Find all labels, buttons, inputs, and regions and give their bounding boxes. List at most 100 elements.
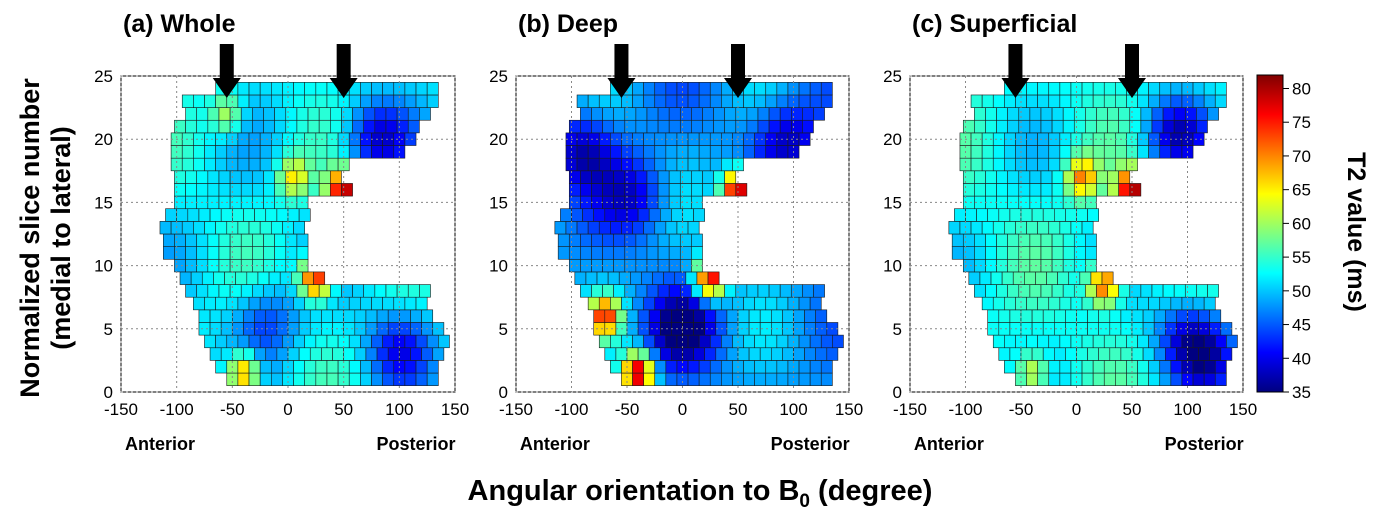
- heatmap-cell: [1079, 271, 1092, 285]
- heatmap-cell: [1037, 94, 1050, 108]
- heatmap-cell: [229, 233, 242, 247]
- heatmap-cell: [1007, 246, 1020, 260]
- heatmap-cell: [574, 271, 587, 285]
- heatmap-cell: [598, 145, 611, 159]
- heatmap-cell: [754, 296, 767, 311]
- heatmap-cell: [218, 119, 231, 134]
- heatmap-cell: [668, 170, 681, 184]
- heatmap-cell: [637, 208, 650, 222]
- heatmap-cell: [724, 284, 737, 298]
- heatmap-cell: [1196, 119, 1208, 134]
- heatmap-cell: [1054, 208, 1066, 222]
- heatmap-cell: [376, 309, 389, 323]
- heatmap-cell: [421, 347, 434, 361]
- heatmap-cell: [204, 145, 216, 159]
- heatmap-cell: [426, 82, 439, 96]
- heatmap-cell: [185, 170, 198, 184]
- heatmap-cell: [343, 322, 356, 336]
- anterior-label: Anterior: [125, 434, 195, 454]
- heatmap-cell: [237, 157, 250, 172]
- heatmap-cell: [1085, 233, 1097, 247]
- heatmap-cell: [207, 183, 220, 197]
- heatmap-cell: [196, 233, 209, 247]
- heatmap-cell: [1024, 271, 1036, 285]
- heatmap-cell: [779, 284, 792, 298]
- heatmap-cell: [270, 334, 283, 349]
- heatmap-cell: [396, 284, 409, 298]
- heatmap-cell: [237, 94, 250, 108]
- heatmap-cell: [691, 170, 703, 184]
- heatmap-cell: [204, 221, 216, 235]
- posterior-label: Posterior: [1165, 434, 1244, 454]
- heatmap-cell: [698, 145, 711, 159]
- heatmap-cell: [1020, 347, 1033, 361]
- heatmap-cell: [204, 157, 216, 172]
- heatmap-cell: [1148, 372, 1161, 386]
- heatmap-cell: [204, 94, 216, 108]
- heatmap-cell: [721, 94, 733, 108]
- heatmap-cell: [610, 157, 622, 172]
- heatmap-cell: [1162, 284, 1175, 298]
- heatmap-cell: [709, 372, 722, 386]
- heatmap-cell: [1048, 82, 1061, 96]
- heatmap-cell: [1040, 170, 1053, 184]
- heatmap-cell: [1103, 94, 1116, 108]
- heatmap-cell: [604, 347, 617, 361]
- heatmap-cell: [654, 82, 667, 96]
- heatmap-cell: [1137, 94, 1149, 108]
- heatmap-cell: [1051, 246, 1064, 260]
- heatmap-cell: [1037, 145, 1050, 159]
- heatmap-cell: [985, 183, 997, 197]
- heatmap-cell: [702, 183, 714, 197]
- heatmap-cell: [646, 183, 659, 197]
- heatmap-cell: [713, 183, 725, 197]
- heatmap-cell: [215, 360, 228, 374]
- heatmap-cell: [304, 360, 317, 374]
- heatmap-cell: [1087, 309, 1099, 323]
- heatmap-cell: [557, 246, 570, 260]
- heatmap-cell: [1037, 132, 1050, 146]
- colorbar: 35 40 45 50 55 60 65 70 75 80 T2 value (ms): [1256, 74, 1370, 402]
- heatmap-cell: [432, 347, 445, 361]
- heatmap-cell: [1070, 82, 1083, 96]
- heatmap-cell: [798, 334, 811, 349]
- heatmap-cell: [293, 360, 306, 374]
- heatmap-cell: [252, 107, 264, 121]
- heatmap-cell: [198, 309, 211, 323]
- y-tick-label: 25: [489, 67, 508, 86]
- heatmap-cell: [1092, 82, 1105, 96]
- heatmap-cell: [1073, 119, 1086, 134]
- heatmap-cell: [996, 246, 1008, 260]
- heatmap-cell: [748, 309, 761, 323]
- heatmap-cell: [1009, 309, 1022, 323]
- heatmap-cell: [604, 208, 617, 222]
- heatmap-cell: [318, 183, 331, 197]
- heatmap-cell: [724, 107, 737, 121]
- heatmap-cell: [776, 82, 789, 96]
- heatmap-cell: [220, 309, 233, 323]
- heatmap-cell: [679, 183, 692, 197]
- heatmap-cell: [691, 246, 703, 260]
- heatmap-cell: [1062, 258, 1075, 273]
- heatmap-cell: [576, 145, 589, 159]
- heatmap-cell: [207, 233, 220, 247]
- heatmap-cell: [343, 309, 356, 323]
- heatmap-cell: [1059, 94, 1072, 108]
- heatmap-cell: [1059, 296, 1072, 311]
- heatmap-cell: [287, 309, 300, 323]
- heatmap-cell: [624, 246, 637, 260]
- heatmap-cell: [596, 271, 609, 285]
- heatmap-cell: [237, 372, 250, 386]
- heatmap-cell: [229, 119, 242, 134]
- heatmap-cell: [337, 157, 350, 172]
- heatmap-cell: [185, 107, 198, 121]
- heatmap-cell: [285, 233, 298, 247]
- heatmap-cell: [974, 233, 986, 247]
- heatmap-cell: [659, 347, 672, 361]
- heatmap-cell: [229, 170, 242, 184]
- y-tick-label: 0: [499, 383, 508, 402]
- heatmap-cell: [321, 309, 333, 323]
- heatmap-cell: [565, 157, 578, 172]
- heatmap-cell: [1107, 107, 1119, 121]
- heatmap-cell: [635, 170, 648, 184]
